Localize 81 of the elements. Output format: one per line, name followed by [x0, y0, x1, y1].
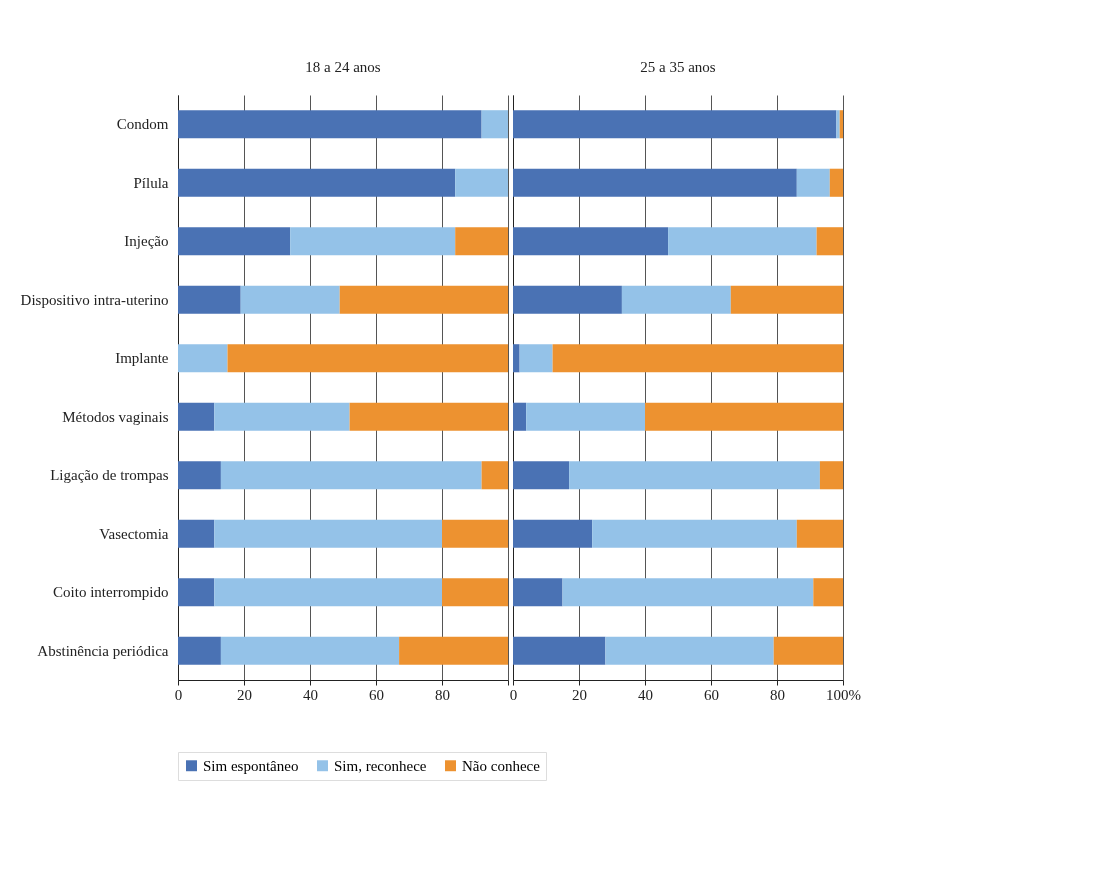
y-tick-label: Injeção [124, 233, 169, 250]
x-tick-label: 40 [638, 686, 653, 703]
bar [773, 636, 843, 665]
bar [519, 344, 553, 373]
bar [178, 402, 215, 431]
bar [796, 519, 843, 548]
y-tick-label: Implante [115, 350, 169, 367]
x-tick-label: 40 [303, 686, 318, 703]
bar [592, 519, 797, 548]
bar [227, 344, 508, 373]
bar [513, 402, 527, 431]
x-tick-label: 80 [770, 686, 785, 703]
x-tick-label: 60 [369, 686, 384, 703]
bar [220, 461, 482, 490]
y-tick-label: Dispositivo intra-uterino [20, 291, 169, 308]
x-tick-label: 20 [237, 686, 252, 703]
bar [730, 285, 843, 314]
bar [178, 636, 221, 665]
bar [645, 402, 843, 431]
bar [513, 578, 563, 607]
bar [214, 402, 350, 431]
y-tick-label: Vasectomia [99, 525, 169, 542]
bar [214, 578, 442, 607]
bar [829, 168, 843, 197]
bar [399, 636, 508, 665]
bar [796, 168, 830, 197]
bar [442, 578, 508, 607]
bar [562, 578, 814, 607]
y-tick-label: Coito interrompido [53, 584, 169, 601]
x-tick-label: 100% [826, 686, 861, 703]
bar [339, 285, 508, 314]
bar [621, 285, 731, 314]
bar [178, 168, 456, 197]
bar [214, 519, 442, 548]
bar [526, 402, 645, 431]
bar [513, 168, 797, 197]
bar [481, 110, 508, 139]
y-tick-label: Ligação de trompas [50, 467, 169, 484]
y-tick-label: Abstinência periódica [37, 642, 169, 659]
bar [178, 578, 215, 607]
x-tick-label: 0 [174, 686, 183, 703]
bar [513, 110, 837, 139]
x-tick-label: 20 [572, 686, 587, 703]
bar [513, 285, 622, 314]
bar [178, 227, 291, 256]
chart-title: 18 a 24 anos [305, 59, 381, 75]
legend-label: Não conhece [462, 757, 541, 774]
bar [668, 227, 817, 256]
bar [178, 461, 221, 490]
bar [813, 578, 843, 607]
legend-label: Sim, reconhece [334, 757, 427, 774]
bar [442, 519, 508, 548]
bar [513, 227, 669, 256]
bar [513, 461, 570, 490]
x-tick-label: 60 [704, 686, 719, 703]
bar [552, 344, 843, 373]
bar [481, 461, 508, 490]
bar [290, 227, 456, 256]
bar [178, 519, 215, 548]
bar [513, 344, 520, 373]
bar [349, 402, 508, 431]
x-tick-label: 0 [509, 686, 518, 703]
bar [816, 227, 843, 256]
bar [513, 636, 606, 665]
bar [513, 519, 593, 548]
bar [819, 461, 843, 490]
bar [240, 285, 340, 314]
x-tick-label: 80 [435, 686, 450, 703]
y-tick-label: Condom [116, 116, 169, 133]
chart-title: 25 a 35 anos [640, 59, 716, 75]
y-tick-label: Pílula [133, 174, 169, 191]
y-tick-label: Métodos vaginais [62, 408, 169, 425]
bar [605, 636, 774, 665]
bar [178, 344, 228, 373]
bar [178, 110, 482, 139]
bar [455, 227, 508, 256]
bar [178, 285, 241, 314]
bar [455, 168, 508, 197]
legend-label: Sim espontâneo [203, 757, 299, 774]
bar [569, 461, 820, 490]
bar [220, 636, 400, 665]
